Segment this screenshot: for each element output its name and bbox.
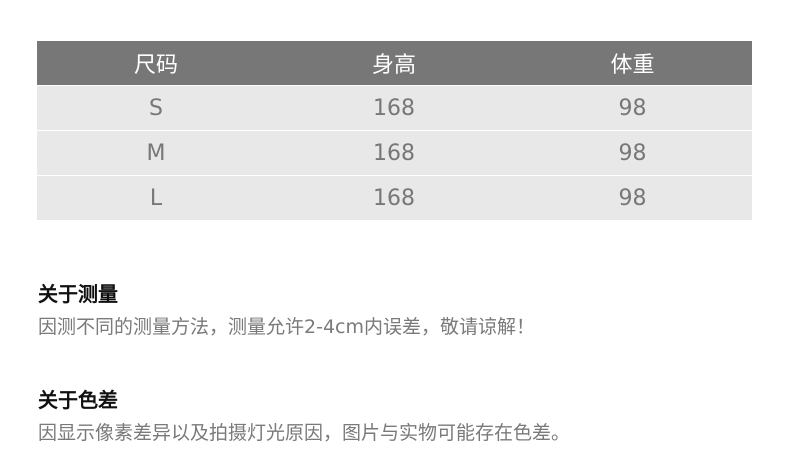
cell-weight: 98 — [618, 185, 647, 211]
cell-height: 168 — [373, 95, 415, 121]
header-size: 尺码 — [133, 53, 178, 78]
table-row: M 168 98 — [37, 130, 752, 175]
cell-height: 168 — [373, 140, 415, 166]
cell-weight: 98 — [618, 140, 647, 166]
table-row: L 168 98 — [37, 175, 752, 220]
cell-weight: 98 — [618, 95, 647, 121]
note-text: 因测不同的测量方法，测量允许2-4cm内误差，敬请谅解！ — [38, 316, 535, 338]
measurement-note: 关于测量 因测不同的测量方法，测量允许2-4cm内误差，敬请谅解！ — [38, 281, 535, 339]
note-title: 关于测量 — [38, 282, 118, 306]
note-title: 关于色差 — [38, 388, 118, 412]
cell-size: L — [149, 185, 163, 211]
table-header: 尺码 身高 体重 — [37, 41, 752, 85]
table-row: S 168 98 — [37, 85, 752, 130]
note-text: 因显示像素差异以及拍摄灯光原因，图片与实物可能存在色差。 — [38, 422, 571, 444]
size-table: 尺码 身高 体重 S 168 98 M 168 98 L 168 98 — [37, 41, 752, 220]
cell-size: M — [146, 140, 166, 166]
color-note: 关于色差 因显示像素差异以及拍摄灯光原因，图片与实物可能存在色差。 — [38, 387, 570, 445]
cell-size: S — [149, 95, 163, 121]
header-height: 身高 — [371, 53, 416, 78]
header-weight: 体重 — [610, 53, 655, 78]
cell-height: 168 — [373, 185, 415, 211]
